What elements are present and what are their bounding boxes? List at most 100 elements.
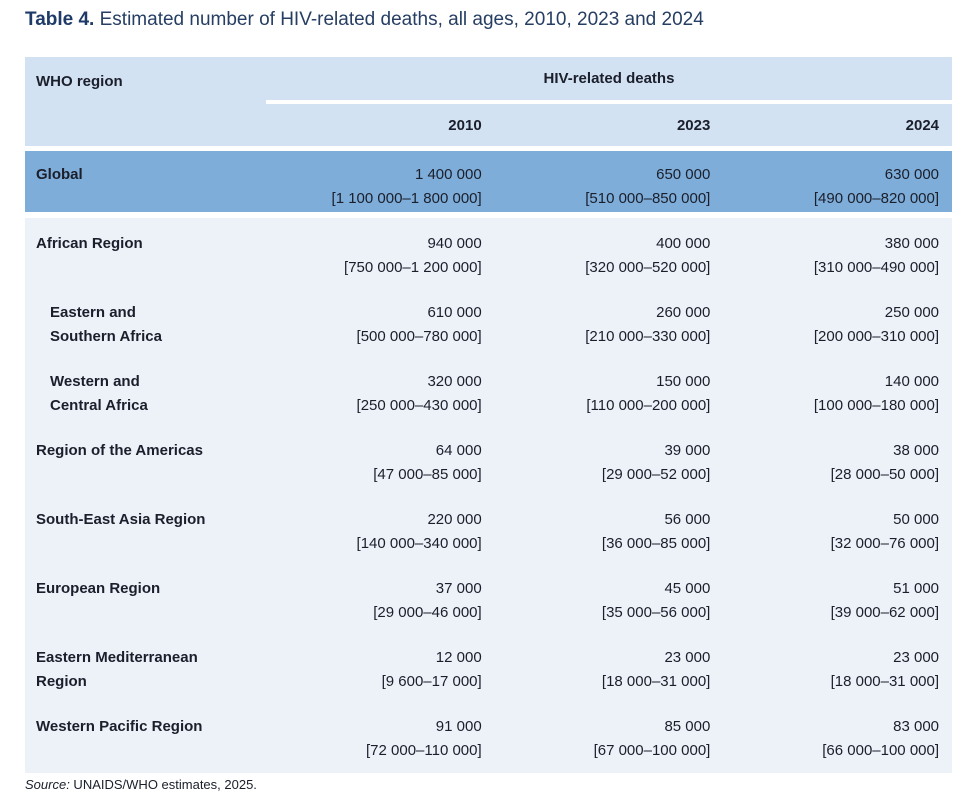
value-2024: 50 000 bbox=[893, 511, 940, 528]
table-row-african-region: African Region 940 000 [750 000–1 200 00… bbox=[25, 232, 952, 280]
value-2024: 630 000 bbox=[884, 166, 940, 183]
range-2023: [510 000–850 000] bbox=[585, 190, 711, 207]
range-2010: [140 000–340 000] bbox=[356, 535, 482, 552]
cell-2010: 220 000 [140 000–340 000] bbox=[266, 508, 495, 556]
value-2024: 38 000 bbox=[893, 442, 940, 459]
range-2024: [200 000–310 000] bbox=[813, 328, 940, 345]
cell-2023: 650 000 [510 000–850 000] bbox=[495, 163, 724, 212]
cell-2010: 12 000 [9 600–17 000] bbox=[266, 646, 495, 694]
cell-2024: 38 000 [28 000–50 000] bbox=[723, 439, 952, 487]
value-2023: 23 000 bbox=[664, 649, 711, 666]
group-column-header: HIV-related deaths bbox=[543, 70, 675, 87]
value-2010: 91 000 bbox=[435, 718, 482, 735]
region-label: Eastern Mediterranean Region bbox=[36, 649, 198, 690]
value-2023: 85 000 bbox=[664, 718, 711, 735]
source-text: UNAIDS/WHO estimates, 2025. bbox=[69, 777, 257, 792]
table-row-americas: Region of the Americas 64 000 [47 000–85… bbox=[25, 439, 952, 487]
cell-2024: 83 000 [66 000–100 000] bbox=[723, 715, 952, 763]
table-row-south-east-asia: South-East Asia Region 220 000 [140 000–… bbox=[25, 508, 952, 556]
value-2010: 940 000 bbox=[427, 235, 482, 252]
cell-2024: 380 000 [310 000–490 000] bbox=[723, 232, 952, 280]
table-number: Table 4. bbox=[25, 9, 95, 30]
cell-2024: 630 000 [490 000–820 000] bbox=[723, 163, 952, 212]
range-2023: [35 000–56 000] bbox=[601, 604, 711, 621]
data-columns-header: HIV-related deaths 2010 2023 2024 bbox=[266, 57, 952, 146]
region-label: Western Pacific Region bbox=[36, 718, 203, 735]
range-2024: [100 000–180 000] bbox=[813, 397, 940, 414]
range-2023: [110 000–200 000] bbox=[586, 397, 711, 414]
range-2010: [9 600–17 000] bbox=[381, 673, 482, 690]
range-2010: [47 000–85 000] bbox=[373, 466, 482, 483]
range-2023: [18 000–31 000] bbox=[601, 673, 711, 690]
range-2023: [67 000–100 000] bbox=[593, 742, 711, 759]
range-2023: [320 000–520 000] bbox=[585, 259, 711, 276]
value-2023: 39 000 bbox=[664, 442, 711, 459]
range-2024: [310 000–490 000] bbox=[813, 259, 940, 276]
value-2023: 650 000 bbox=[656, 166, 711, 183]
range-2010: [72 000–110 000] bbox=[366, 742, 482, 759]
table-row-global: Global 1 400 000 [1 100 000–1 800 000] 6… bbox=[25, 151, 952, 212]
cell-2010: 64 000 [47 000–85 000] bbox=[266, 439, 495, 487]
range-2024: [32 000–76 000] bbox=[830, 535, 940, 552]
range-2023: [210 000–330 000] bbox=[585, 328, 711, 345]
region-label: Eastern and Southern Africa bbox=[50, 304, 162, 345]
source-note: Source: UNAIDS/WHO estimates, 2025. bbox=[25, 777, 257, 792]
cell-2024: 250 000 [200 000–310 000] bbox=[723, 301, 952, 349]
region-label: African Region bbox=[36, 235, 143, 252]
cell-2023: 260 000 [210 000–330 000] bbox=[495, 301, 724, 349]
cell-2010: 610 000 [500 000–780 000] bbox=[266, 301, 495, 349]
range-2010: [29 000–46 000] bbox=[373, 604, 482, 621]
hiv-deaths-table: WHO region HIV-related deaths 2010 2023 … bbox=[25, 57, 952, 773]
region-label: South-East Asia Region bbox=[36, 511, 206, 528]
value-2010: 610 000 bbox=[427, 304, 482, 321]
value-2023: 56 000 bbox=[664, 511, 711, 528]
table-row-western-central-africa: Western and Central Africa 320 000 [250 … bbox=[25, 370, 952, 418]
year-header-2023: 2023 bbox=[676, 116, 711, 134]
table-title: Table 4. Estimated number of HIV-related… bbox=[25, 8, 955, 32]
cell-2024: 23 000 [18 000–31 000] bbox=[723, 646, 952, 694]
range-2024: [490 000–820 000] bbox=[813, 190, 940, 207]
range-2010: [500 000–780 000] bbox=[356, 328, 482, 345]
range-2024: [39 000–62 000] bbox=[830, 604, 940, 621]
source-label: Source: bbox=[25, 777, 70, 792]
year-headers: 2010 2023 2024 bbox=[266, 104, 952, 146]
value-2024: 250 000 bbox=[884, 304, 940, 321]
cell-2010: 91 000 [72 000–110 000] bbox=[266, 715, 495, 763]
cell-2023: 23 000 [18 000–31 000] bbox=[495, 646, 724, 694]
region-label: Region of the Americas bbox=[36, 442, 203, 459]
range-2010: [1 100 000–1 800 000] bbox=[331, 190, 482, 207]
cell-2024: 50 000 [32 000–76 000] bbox=[723, 508, 952, 556]
cell-2023: 85 000 [67 000–100 000] bbox=[495, 715, 724, 763]
range-2024: [18 000–31 000] bbox=[830, 673, 940, 690]
value-2010: 220 000 bbox=[427, 511, 482, 528]
cell-2023: 39 000 [29 000–52 000] bbox=[495, 439, 724, 487]
cell-2023: 400 000 [320 000–520 000] bbox=[495, 232, 724, 280]
table-row-western-pacific: Western Pacific Region 91 000 [72 000–11… bbox=[25, 715, 952, 763]
value-2010: 1 400 000 bbox=[414, 166, 482, 183]
cell-2010: 940 000 [750 000–1 200 000] bbox=[266, 232, 495, 280]
cell-2010: 1 400 000 [1 100 000–1 800 000] bbox=[266, 163, 495, 212]
region-label: Global bbox=[36, 166, 83, 183]
value-2010: 320 000 bbox=[427, 373, 482, 390]
value-2024: 380 000 bbox=[884, 235, 940, 252]
table-title-text: Estimated number of HIV-related deaths, … bbox=[94, 9, 704, 30]
range-2024: [66 000–100 000] bbox=[822, 742, 940, 759]
region-column-header: WHO region bbox=[36, 73, 123, 90]
cell-2010: 37 000 [29 000–46 000] bbox=[266, 577, 495, 625]
value-2024: 51 000 bbox=[893, 580, 940, 597]
value-2023: 45 000 bbox=[664, 580, 711, 597]
value-2010: 64 000 bbox=[435, 442, 482, 459]
range-2024: [28 000–50 000] bbox=[830, 466, 940, 483]
cell-2010: 320 000 [250 000–430 000] bbox=[266, 370, 495, 418]
table-row-eastern-mediterranean: Eastern Mediterranean Region 12 000 [9 6… bbox=[25, 646, 952, 694]
range-2010: [250 000–430 000] bbox=[356, 397, 482, 414]
table-row-european-region: European Region 37 000 [29 000–46 000] 4… bbox=[25, 577, 952, 625]
value-2024: 83 000 bbox=[893, 718, 940, 735]
value-2010: 12 000 bbox=[435, 649, 482, 666]
range-2023: [36 000–85 000] bbox=[601, 535, 711, 552]
cell-2023: 45 000 [35 000–56 000] bbox=[495, 577, 724, 625]
value-2024: 23 000 bbox=[893, 649, 940, 666]
value-2023: 260 000 bbox=[656, 304, 711, 321]
year-header-2010: 2010 bbox=[448, 116, 482, 134]
